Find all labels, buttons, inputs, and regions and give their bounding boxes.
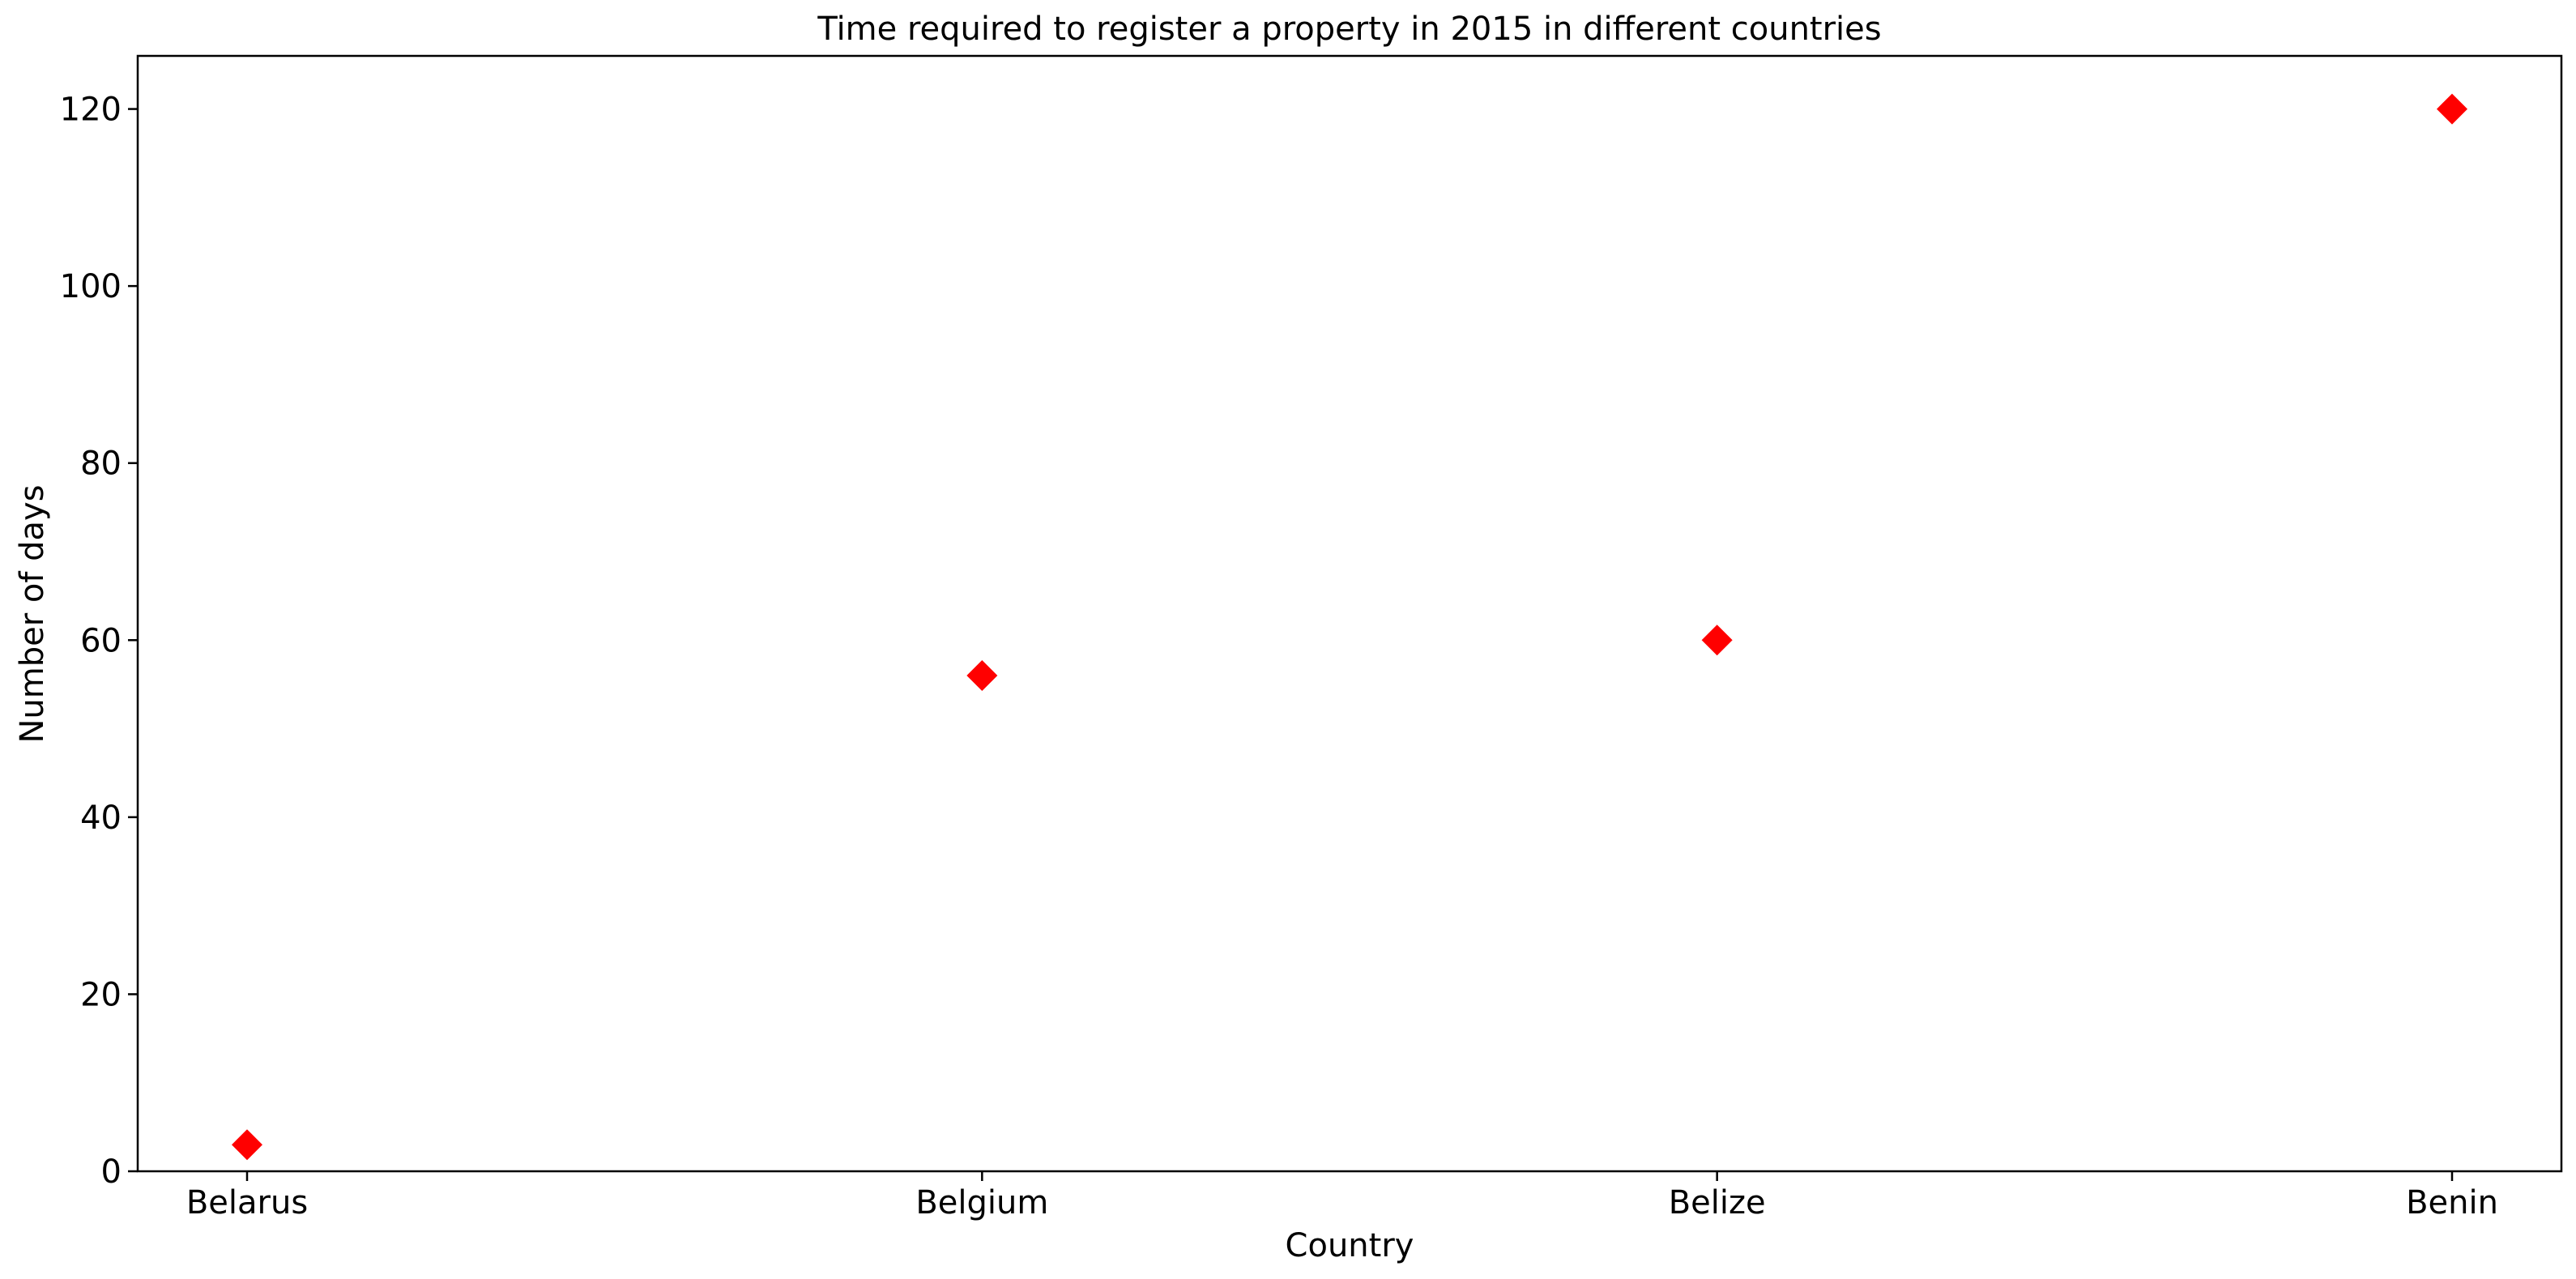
x-tick-label: Belarus: [186, 1184, 308, 1221]
y-axis-label: Number of days: [14, 484, 51, 743]
y-tick-label: 20: [80, 976, 122, 1013]
y-tick-label: 100: [60, 268, 122, 305]
y-tick-label: 40: [80, 799, 122, 837]
x-axis-label: Country: [1286, 1227, 1414, 1264]
y-tick-label: 60: [80, 622, 122, 659]
y-axis-ticks: 0 20 40 60 80 100 120: [60, 92, 138, 1191]
data-markers: [232, 93, 2467, 1161]
chart-title: Time required to register a property in …: [817, 11, 1881, 48]
x-tick-label: Belize: [1669, 1184, 1766, 1221]
y-tick-label: 120: [60, 92, 122, 129]
y-tick-label: 0: [101, 1153, 122, 1191]
data-point-diamond: [1701, 625, 1733, 656]
data-point-diamond: [232, 1129, 262, 1161]
x-tick-label: Benin: [2406, 1184, 2498, 1221]
data-point-diamond: [2437, 93, 2467, 125]
data-point-diamond: [966, 660, 998, 691]
y-tick-label: 80: [80, 446, 122, 483]
x-tick-label: Belgium: [915, 1184, 1048, 1221]
x-axis-ticks: Belarus Belgium Belize Benin: [186, 1171, 2498, 1221]
plot-area-frame: [136, 54, 2563, 1173]
